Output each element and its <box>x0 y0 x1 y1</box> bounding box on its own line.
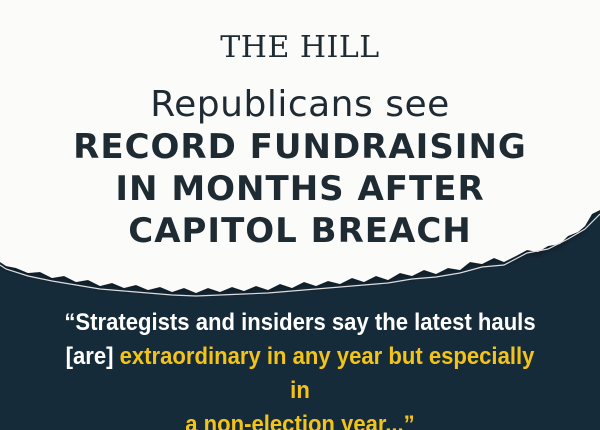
quote-line-2: [are] extraordinary in any year but espe… <box>61 340 539 408</box>
quote-lead: [are] <box>65 343 120 370</box>
quote-highlight-1: extraordinary in any year but especially… <box>119 343 535 404</box>
masthead-logo: THE HILL <box>220 30 380 65</box>
quote-line-1: “Strategists and insiders say the latest… <box>64 309 536 336</box>
pull-quote: “Strategists and insiders say the latest… <box>61 306 539 430</box>
headline-intro: Republicans see <box>150 84 450 125</box>
torn-paper-clipping <box>0 0 600 297</box>
quote-highlight-2: a non-election year...” <box>185 411 415 430</box>
headline-line-2: IN MONTHS AFTER <box>115 169 485 209</box>
headline-line-1: RECORD FUNDRAISING <box>73 127 527 167</box>
headline-block: THE HILL Republicans see RECORD FUNDRAIS… <box>0 30 600 252</box>
headline: RECORD FUNDRAISING IN MONTHS AFTER CAPIT… <box>0 126 600 252</box>
headline-line-3: CAPITOL BREACH <box>128 211 472 251</box>
